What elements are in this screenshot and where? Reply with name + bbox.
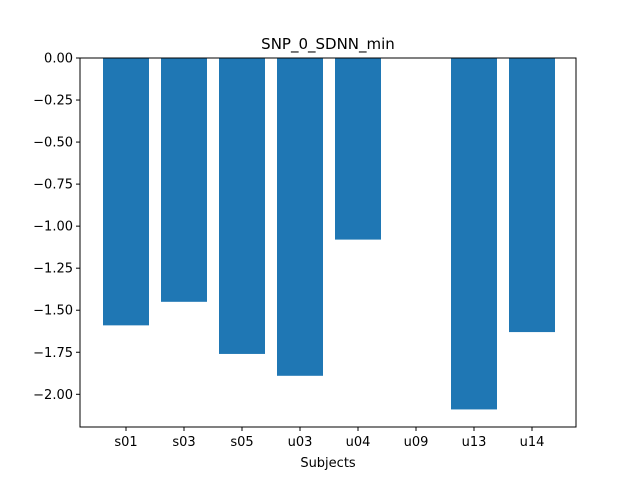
bar-s03	[161, 58, 207, 302]
y-tick-label: 0.00	[44, 52, 73, 67]
y-tick-label: −1.75	[33, 346, 73, 361]
y-axis: 0.00 −0.25 −0.50 −0.75 −1.00 −1.25 −1.50 −1.75 −…	[33, 52, 80, 403]
bar-s05	[219, 58, 265, 354]
y-tick-label: −1.25	[33, 262, 73, 277]
x-tick-label-s01: s01	[114, 435, 137, 450]
bar-u03	[277, 58, 323, 376]
x-tick-label-s05: s05	[230, 435, 253, 450]
y-tick-label: −2.00	[33, 388, 73, 403]
y-tick-label: −0.75	[33, 178, 73, 193]
x-tick-label-u04: u04	[346, 435, 371, 450]
y-tick-label: −0.50	[33, 136, 73, 151]
x-axis-label: Subjects	[300, 456, 356, 471]
y-tick-label: −1.00	[33, 220, 73, 235]
bar-s01	[103, 58, 149, 326]
x-tick-label-u09: u09	[404, 435, 429, 450]
x-tick-label-u14: u14	[520, 435, 545, 450]
bar-u04	[335, 58, 381, 240]
y-tick-label: −0.25	[33, 94, 73, 109]
plot-frame	[79, 57, 577, 428]
bar-u13	[451, 58, 497, 410]
x-tick-label-s03: s03	[172, 435, 195, 450]
bars-group	[103, 58, 555, 410]
x-axis: s01 s03 s05 u03 u04 u09 u13 u14	[114, 427, 544, 450]
x-tick-label-u03: u03	[288, 435, 313, 450]
y-tick-label: −1.50	[33, 304, 73, 319]
x-tick-label-u13: u13	[462, 435, 487, 450]
chart-title: SNP_0_SDNN_min	[261, 35, 395, 54]
bar-u14	[509, 58, 555, 333]
